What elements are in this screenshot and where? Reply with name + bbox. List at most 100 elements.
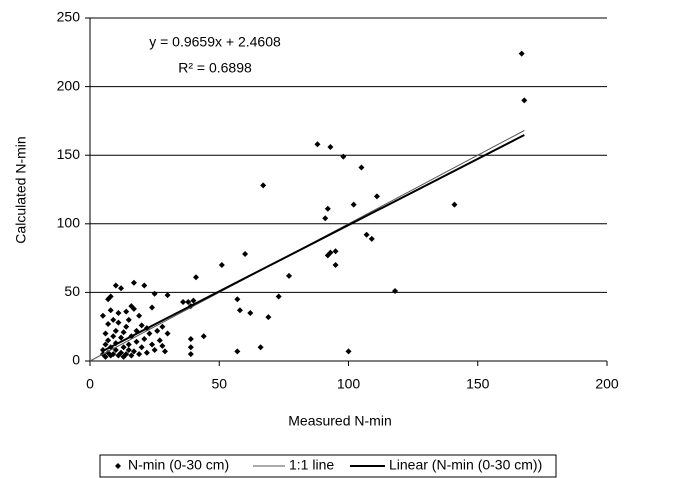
point (190, 297, 197, 304)
point (314, 141, 321, 148)
legend-swatch (115, 463, 121, 469)
point (125, 347, 132, 354)
x-tick-label: 200 (595, 376, 619, 392)
point (218, 261, 225, 268)
y-tick-label: 0 (72, 352, 80, 368)
point (143, 349, 150, 356)
point (110, 316, 117, 323)
x-tick-label: 150 (466, 376, 490, 392)
point (345, 348, 352, 355)
point (327, 249, 334, 256)
point (234, 348, 241, 355)
point (363, 231, 370, 238)
point (102, 341, 109, 348)
point (322, 215, 329, 222)
point (164, 330, 171, 337)
point (180, 299, 187, 306)
point (133, 338, 140, 345)
point (200, 333, 207, 340)
point (110, 333, 117, 340)
point (192, 274, 199, 281)
y-tick-label: 200 (57, 77, 81, 93)
point (151, 290, 158, 297)
y-axis-label: Calculated N-min (13, 136, 29, 243)
point (327, 143, 334, 150)
point (392, 288, 399, 295)
point (340, 153, 347, 160)
point (136, 312, 143, 319)
point (112, 282, 119, 289)
point (187, 336, 194, 343)
point (123, 351, 130, 358)
point (146, 330, 153, 337)
x-tick-label: 100 (337, 376, 361, 392)
r-squared: R² = 0.6898 (178, 60, 252, 76)
point (358, 164, 365, 171)
point (151, 347, 158, 354)
point (105, 320, 112, 327)
point (257, 344, 264, 351)
point (120, 344, 127, 351)
point (123, 323, 130, 330)
point (185, 299, 192, 306)
point (154, 327, 161, 334)
point (242, 250, 249, 257)
point (247, 309, 254, 316)
point (521, 97, 528, 104)
point (125, 341, 132, 348)
point (102, 330, 109, 337)
point (102, 353, 109, 360)
point (118, 285, 125, 292)
point (265, 314, 272, 321)
x-axis-label: Measured N-min (288, 413, 391, 429)
y-tick-label: 250 (57, 9, 81, 25)
point (275, 293, 282, 300)
point (234, 296, 241, 303)
point (159, 323, 166, 330)
point (123, 308, 130, 315)
y-tick-label: 50 (64, 283, 80, 299)
point (110, 351, 117, 358)
point (332, 261, 339, 268)
equation: y = 0.9659x + 2.4608 (149, 34, 281, 50)
point (350, 201, 357, 208)
point (518, 50, 525, 57)
point (136, 351, 143, 358)
point (125, 316, 132, 323)
point (187, 351, 194, 358)
y-tick-label: 150 (57, 146, 81, 162)
point (115, 319, 122, 326)
point (128, 352, 135, 359)
point (115, 309, 122, 316)
point (138, 322, 145, 329)
point (451, 201, 458, 208)
point (141, 282, 148, 289)
point (373, 193, 380, 200)
legend-label: Linear (N-min (0-30 cm)) (389, 457, 542, 473)
point (324, 205, 331, 212)
legend-box (99, 454, 557, 478)
point (138, 344, 145, 351)
x-tick-label: 0 (86, 376, 94, 392)
point (130, 305, 137, 312)
point (107, 307, 114, 314)
point (236, 307, 243, 314)
point (118, 349, 125, 356)
x-tick-label: 50 (211, 376, 227, 392)
trend-line (102, 134, 525, 352)
point (130, 279, 137, 286)
point (120, 329, 127, 336)
point (118, 334, 125, 341)
point (260, 182, 267, 189)
point (130, 348, 137, 355)
point (159, 342, 166, 349)
point (141, 336, 148, 343)
point (99, 312, 106, 319)
point (164, 292, 171, 299)
point (149, 304, 156, 311)
point (112, 327, 119, 334)
point (368, 235, 375, 242)
y-tick-label: 100 (57, 215, 81, 231)
point (107, 293, 114, 300)
